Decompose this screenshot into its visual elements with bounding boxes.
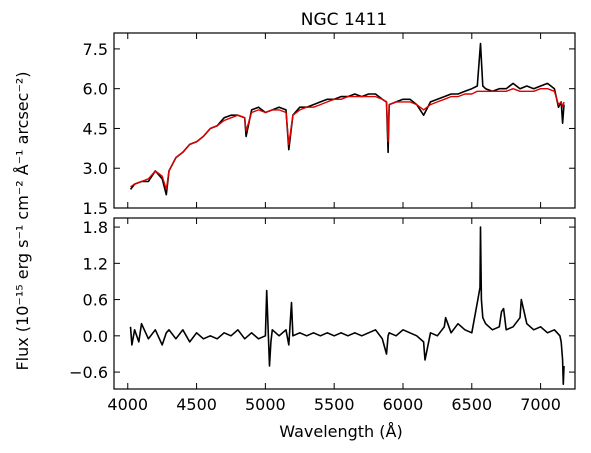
y-tick-label: 0.6 <box>83 291 108 310</box>
y-tick-label: −0.6 <box>69 363 108 382</box>
x-tick-label: 5500 <box>314 395 355 414</box>
y-tick-label: 4.5 <box>83 119 108 138</box>
chart-title: NGC 1411 <box>301 10 387 30</box>
x-tick-label: 6500 <box>451 395 492 414</box>
x-tick-label: 5000 <box>245 395 286 414</box>
y-tick-label: 3.0 <box>83 159 108 178</box>
series-line-1 <box>129 226 565 385</box>
y-tick-label: 6.0 <box>83 80 108 99</box>
series-line-1 <box>129 42 565 196</box>
plot-frame <box>113 32 576 209</box>
y-tick-label: 1.2 <box>83 254 108 273</box>
panel-top: 1.5 3.0 4.5 6.0 7.5 <box>83 32 576 218</box>
y-tick-label: 1.5 <box>83 199 108 218</box>
plot-frame <box>113 217 576 390</box>
x-axis-label: Wavelength (Å) <box>279 422 402 441</box>
x-tick-label: 7000 <box>520 395 561 414</box>
panel-bottom: −0.6 0.0 0.6 1.2 1.8 4000 4500 5000 5500 6000 6500… <box>69 217 576 414</box>
y-tick-label: 0.0 <box>83 327 108 346</box>
series-line-2 <box>130 88 565 191</box>
y-tick-label: 1.8 <box>83 218 108 237</box>
x-tick-label: 4000 <box>107 395 148 414</box>
x-tick-label: 6000 <box>383 395 424 414</box>
y-axis-label: Flux (10⁻¹⁵ erg s⁻¹ cm⁻² Å⁻¹ arcsec⁻²) <box>13 71 32 370</box>
x-tick-label: 4500 <box>176 395 217 414</box>
y-tick-label: 7.5 <box>83 40 108 59</box>
